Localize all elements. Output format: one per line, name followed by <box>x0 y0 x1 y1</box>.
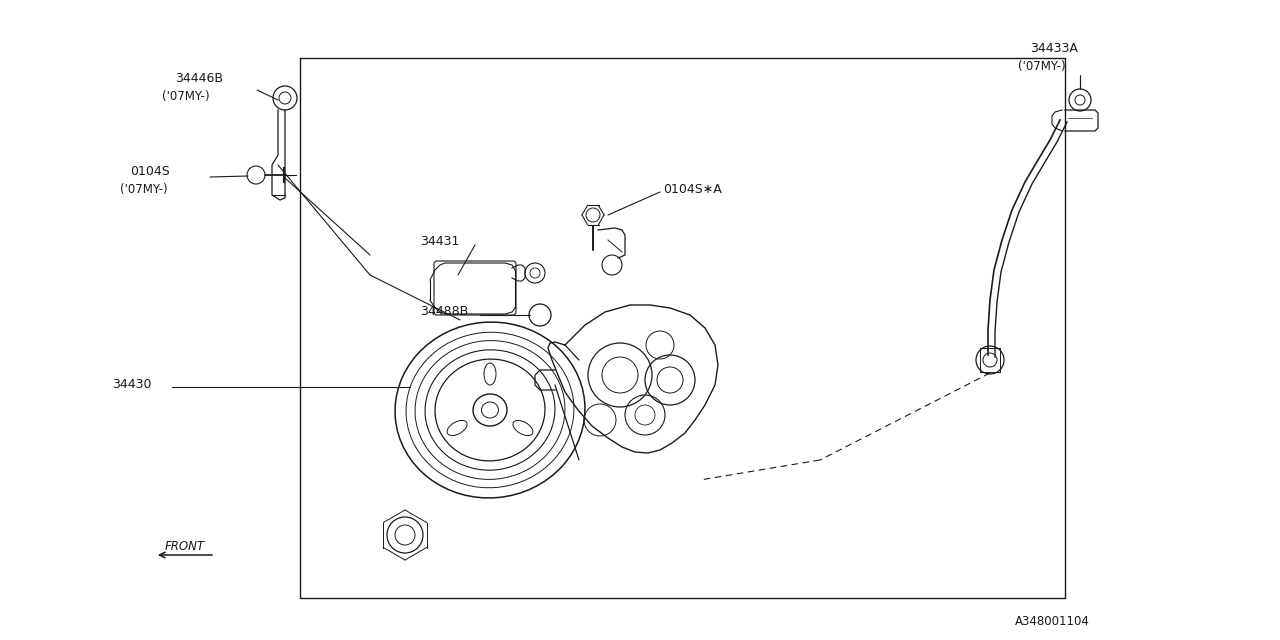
Text: 0104S∗A: 0104S∗A <box>663 183 722 196</box>
Text: ('07MY-): ('07MY-) <box>163 90 210 103</box>
Text: 34488B: 34488B <box>420 305 468 318</box>
Text: 0104S: 0104S <box>131 165 170 178</box>
Text: 34446B: 34446B <box>175 72 223 85</box>
Text: FRONT: FRONT <box>165 540 205 553</box>
Text: 34430: 34430 <box>113 378 151 391</box>
Text: ('07MY-): ('07MY-) <box>1018 60 1066 73</box>
Text: 34433A: 34433A <box>1030 42 1078 55</box>
Text: A348001104: A348001104 <box>1015 615 1091 628</box>
Text: 34431: 34431 <box>420 235 460 248</box>
Text: ('07MY-): ('07MY-) <box>120 183 168 196</box>
